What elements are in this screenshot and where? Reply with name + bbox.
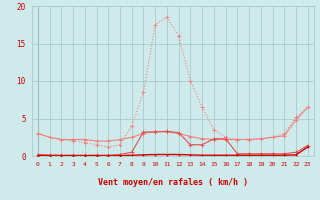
X-axis label: Vent moyen/en rafales ( km/h ): Vent moyen/en rafales ( km/h ) xyxy=(98,178,248,187)
